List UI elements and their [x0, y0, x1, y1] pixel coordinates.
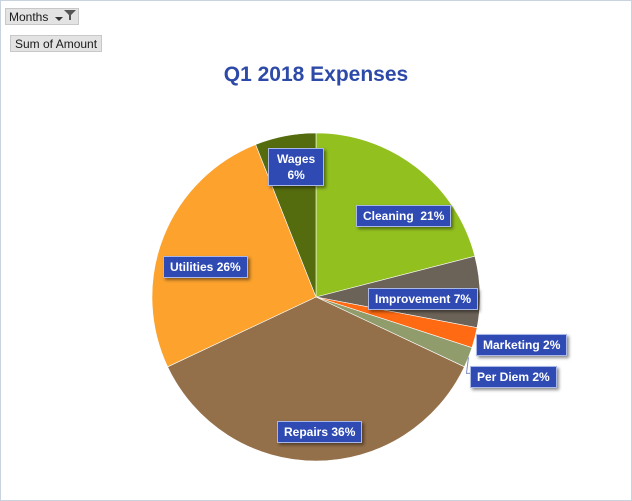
data-label-per-diem[interactable]: Per Diem 2% — [470, 366, 557, 388]
data-label-repairs[interactable]: Repairs 36% — [277, 421, 363, 443]
data-label-cleaning[interactable]: Cleaning 21% — [356, 205, 452, 227]
pie-slice-utilities[interactable] — [151, 144, 317, 368]
value-field-label: Sum of Amount — [15, 36, 98, 51]
filter-funnel-icon[interactable] — [64, 9, 77, 24]
data-label-improvement[interactable]: Improvement 7% — [368, 288, 479, 310]
data-label-utilities[interactable]: Utilities 26% — [163, 256, 248, 278]
chart-title: Q1 2018 Expenses — [223, 63, 409, 86]
data-label-marketing[interactable]: Marketing 2% — [476, 334, 568, 356]
months-field-button[interactable]: Months — [5, 8, 80, 25]
pie-slice-repairs[interactable] — [167, 296, 465, 462]
months-field-label: Months — [9, 9, 49, 24]
dropdown-arrow-icon[interactable] — [54, 11, 64, 23]
data-label-wages[interactable]: Wages 6% — [268, 148, 325, 186]
sum-of-amount-field-button[interactable]: Sum of Amount — [10, 35, 103, 52]
